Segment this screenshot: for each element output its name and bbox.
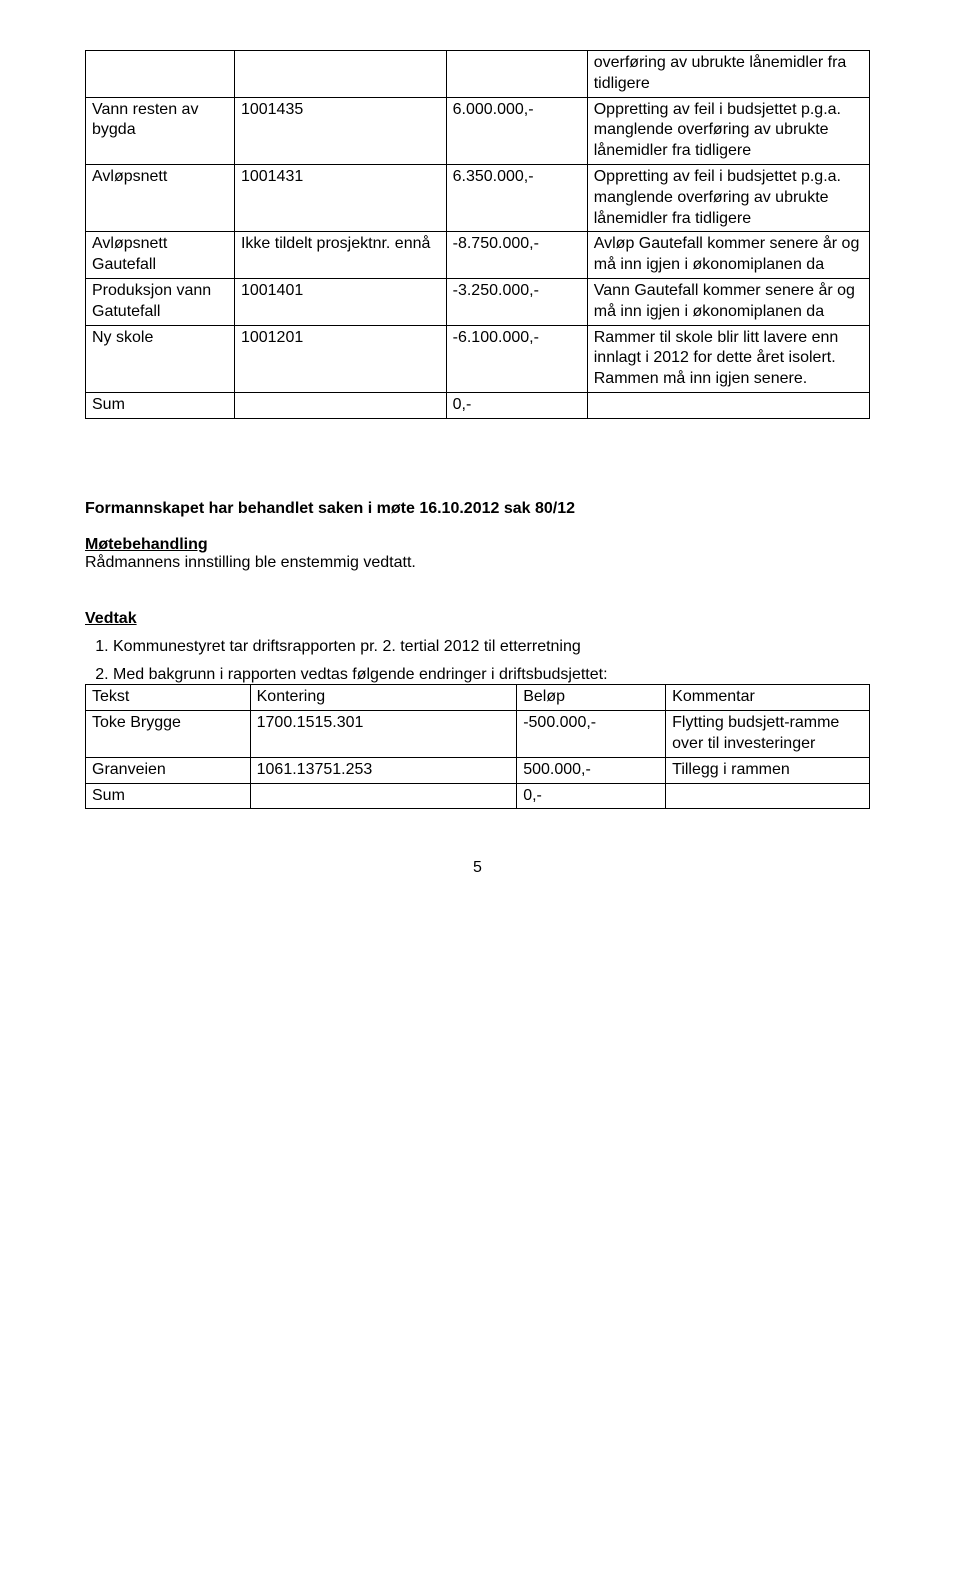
cell-comment: overføring av ubrukte lånemidler fra tid… <box>587 51 869 98</box>
cell-comment: Tillegg i rammen <box>666 757 870 783</box>
cell-amount: -6.100.000,- <box>446 325 587 392</box>
cell-item: Avløpsnett Gautefall <box>86 232 235 279</box>
budget-table-2: Tekst Kontering Beløp Kommentar Toke Bry… <box>85 684 870 809</box>
cell-item: Produksjon vann Gatutefall <box>86 278 235 325</box>
ordered-list: Kommunestyret tar driftsrapporten pr. 2.… <box>85 638 870 684</box>
cell-item <box>86 51 235 98</box>
cell-amount: -3.250.000,- <box>446 278 587 325</box>
cell-amount: 6.350.000,- <box>446 164 587 231</box>
header-kontering: Kontering <box>250 685 517 711</box>
cell-amount: 6.000.000,- <box>446 97 587 164</box>
body-text: Rådmannens innstilling ble enstemmig ved… <box>85 554 870 572</box>
subheading-motebehandling: Møtebehandling <box>85 536 870 554</box>
page-number: 5 <box>85 859 870 877</box>
cell-code: 1001201 <box>234 325 446 392</box>
header-tekst: Tekst <box>86 685 251 711</box>
cell-amount: 0,- <box>446 392 587 418</box>
cell-item: Sum <box>86 392 235 418</box>
header-belop: Beløp <box>517 685 666 711</box>
cell-comment: Flytting budsjett-ramme over til investe… <box>666 711 870 758</box>
list-item: Kommunestyret tar driftsrapporten pr. 2.… <box>113 638 870 656</box>
list-item: Med bakgrunn i rapporten vedtas følgende… <box>113 666 870 684</box>
cell-amount: 0,- <box>517 783 666 809</box>
table-row: Sum 0,- <box>86 783 870 809</box>
cell-comment <box>666 783 870 809</box>
table-row: Granveien 1061.13751.253 500.000,- Tille… <box>86 757 870 783</box>
table-row: overføring av ubrukte lånemidler fra tid… <box>86 51 870 98</box>
table-row: Avløpsnett Gautefall Ikke tildelt prosje… <box>86 232 870 279</box>
cell-code: 1001435 <box>234 97 446 164</box>
cell-code <box>234 51 446 98</box>
cell-code: 1001401 <box>234 278 446 325</box>
cell-comment: Oppretting av feil i budsjettet p.g.a. m… <box>587 164 869 231</box>
cell-item: Avløpsnett <box>86 164 235 231</box>
cell-item: Granveien <box>86 757 251 783</box>
table-row: Ny skole 1001201 -6.100.000,- Rammer til… <box>86 325 870 392</box>
table-row: Vann resten av bygda 1001435 6.000.000,-… <box>86 97 870 164</box>
cell-item: Vann resten av bygda <box>86 97 235 164</box>
header-kommentar: Kommentar <box>666 685 870 711</box>
cell-item: Toke Brygge <box>86 711 251 758</box>
budget-table-1: overføring av ubrukte lånemidler fra tid… <box>85 50 870 419</box>
cell-amount <box>446 51 587 98</box>
heading-formannskapet: Formannskapet har behandlet saken i møte… <box>85 500 870 518</box>
cell-code: 1001431 <box>234 164 446 231</box>
cell-amount: -8.750.000,- <box>446 232 587 279</box>
cell-code: Ikke tildelt prosjektnr. ennå <box>234 232 446 279</box>
subheading-vedtak: Vedtak <box>85 610 870 628</box>
cell-comment: Oppretting av feil i budsjettet p.g.a. m… <box>587 97 869 164</box>
cell-item: Sum <box>86 783 251 809</box>
cell-code: 1061.13751.253 <box>250 757 517 783</box>
table-row: Sum 0,- <box>86 392 870 418</box>
cell-amount: 500.000,- <box>517 757 666 783</box>
cell-code: 1700.1515.301 <box>250 711 517 758</box>
cell-comment <box>587 392 869 418</box>
cell-code <box>250 783 517 809</box>
cell-amount: -500.000,- <box>517 711 666 758</box>
cell-comment: Rammer til skole blir litt lavere enn in… <box>587 325 869 392</box>
cell-code <box>234 392 446 418</box>
table-row: Toke Brygge 1700.1515.301 -500.000,- Fly… <box>86 711 870 758</box>
cell-item: Ny skole <box>86 325 235 392</box>
table-row: Produksjon vann Gatutefall 1001401 -3.25… <box>86 278 870 325</box>
table-header-row: Tekst Kontering Beløp Kommentar <box>86 685 870 711</box>
cell-comment: Vann Gautefall kommer senere år og må in… <box>587 278 869 325</box>
cell-comment: Avløp Gautefall kommer senere år og må i… <box>587 232 869 279</box>
table-row: Avløpsnett 1001431 6.350.000,- Opprettin… <box>86 164 870 231</box>
